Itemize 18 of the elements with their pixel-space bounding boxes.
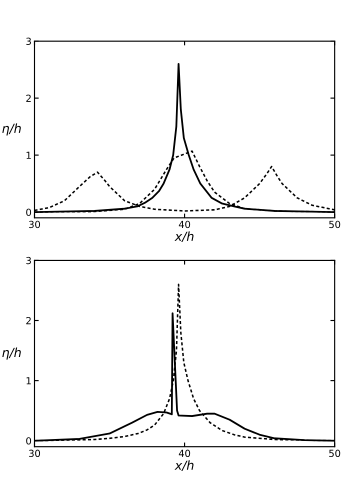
x-tick-label: 50	[329, 450, 340, 458]
y-tick-label: 2	[26, 316, 31, 324]
x-tick-label: 40	[178, 450, 190, 458]
x-tick-label: 30	[29, 220, 40, 228]
y-tick-label: 0	[26, 437, 32, 445]
x-axis-title: x/h	[174, 460, 194, 471]
x-tick-label: 30	[29, 450, 40, 458]
y-tick-label: 0	[26, 208, 32, 216]
y-tick-label: 3	[26, 38, 31, 45]
y-axis-title: η/h	[2, 123, 21, 136]
y-tick-label: 1	[26, 152, 31, 159]
y-tick-label: 3	[26, 256, 31, 264]
y-tick-label: 1	[26, 377, 31, 384]
x-tick-label: 40	[178, 220, 190, 228]
y-tick-label: 2	[26, 94, 31, 102]
y-axis-title: η/h	[2, 348, 21, 360]
x-axis-title: x/h	[174, 231, 194, 242]
x-tick-label: 50	[329, 220, 340, 228]
